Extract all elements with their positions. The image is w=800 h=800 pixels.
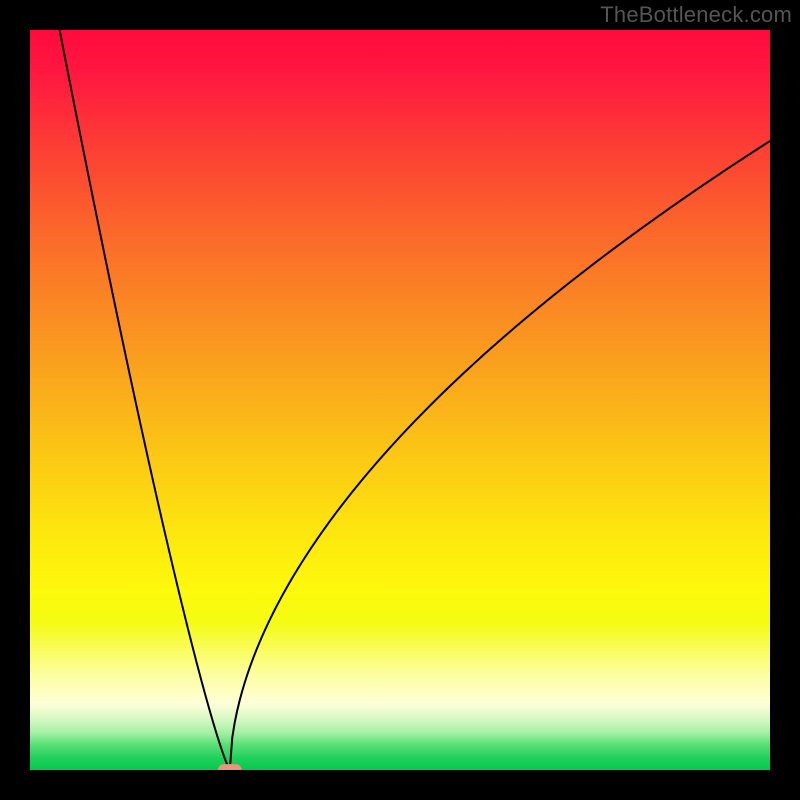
watermark-text: TheBottleneck.com: [600, 2, 792, 28]
chart-container: TheBottleneck.com: [0, 0, 800, 800]
optimal-point-marker: [218, 764, 242, 770]
bottleneck-curve-path: [60, 30, 770, 770]
bottleneck-curve: [30, 30, 770, 770]
plot-area: [30, 30, 770, 770]
